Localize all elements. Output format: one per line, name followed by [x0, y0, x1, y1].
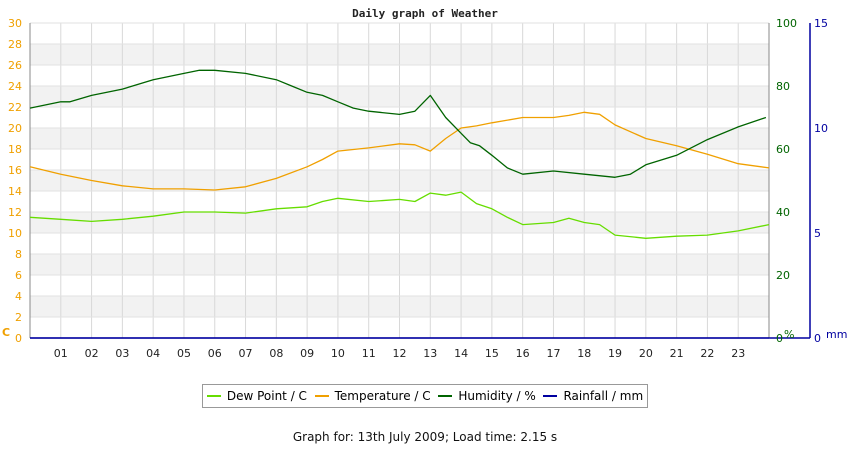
x-tick-label: 14 [454, 347, 468, 360]
humidity-tick-label: 0 [776, 332, 783, 345]
series-line [29, 111, 770, 191]
left-tick-label: 4 [15, 290, 22, 303]
humidity-unit-label: % [784, 328, 794, 341]
left-tick-label: 6 [15, 269, 22, 282]
left-tick-label: 20 [8, 122, 22, 135]
humidity-tick-label: 60 [776, 143, 790, 156]
x-tick-label: 02 [85, 347, 99, 360]
left-tick-label: 14 [8, 185, 22, 198]
legend-swatch [543, 395, 558, 397]
left-tick-label: 22 [8, 101, 22, 114]
x-tick-label: 18 [577, 347, 591, 360]
left-tick-label: 26 [8, 59, 22, 72]
legend-item: Temperature / C [314, 389, 431, 403]
legend-label: Dew Point / C [226, 389, 307, 403]
legend-label: Rainfall / mm [563, 389, 644, 403]
rain-tick-label: 0 [814, 332, 821, 345]
left-tick-label: 2 [15, 311, 22, 324]
legend-swatch [314, 395, 329, 397]
x-tick-label: 09 [300, 347, 314, 360]
series-lines [29, 69, 770, 339]
rain-tick-label: 5 [814, 227, 821, 240]
legend-item: Humidity / % [438, 389, 536, 403]
x-tick-label: 13 [423, 347, 437, 360]
rain-unit-label: mm [826, 328, 847, 341]
series-line [29, 191, 770, 239]
rain-tick-label: 10 [814, 122, 828, 135]
legend-swatch [206, 395, 221, 397]
legend-item: Rainfall / mm [543, 389, 643, 403]
x-tick-label: 16 [516, 347, 530, 360]
x-tick-label: 05 [177, 347, 191, 360]
x-tick-label: 07 [239, 347, 253, 360]
x-tick-label: 19 [608, 347, 622, 360]
legend-item: Dew Point / C [206, 389, 307, 403]
left-tick-label: 10 [8, 227, 22, 240]
x-tick-label: 06 [208, 347, 222, 360]
humidity-tick-label: 40 [776, 206, 790, 219]
x-tick-label: 17 [546, 347, 560, 360]
humidity-tick-label: 80 [776, 80, 790, 93]
left-tick-label: 18 [8, 143, 22, 156]
x-tick-label: 15 [485, 347, 499, 360]
humidity-tick-label: 100 [776, 17, 797, 30]
legend-swatch [438, 395, 453, 397]
legend: Dew Point / C Temperature / C Humidity / %… [202, 384, 648, 408]
x-tick-label: 03 [115, 347, 129, 360]
x-tick-label: 08 [269, 347, 283, 360]
x-tick-label: 10 [331, 347, 345, 360]
left-unit-label: C [2, 326, 10, 339]
rain-tick-label: 15 [814, 17, 828, 30]
left-tick-label: 28 [8, 38, 22, 51]
left-tick-label: 30 [8, 17, 22, 30]
footer-text: Graph for: 13th July 2009; Load time: 2.… [292, 430, 558, 444]
chart-title: Daily graph of Weather [352, 7, 498, 20]
humidity-tick-label: 20 [776, 269, 790, 282]
left-tick-label: 24 [8, 80, 22, 93]
legend-label: Humidity / % [458, 389, 536, 403]
series-line [29, 69, 767, 178]
x-tick-label: 21 [670, 347, 684, 360]
x-tick-label: 11 [362, 347, 376, 360]
left-tick-label: 16 [8, 164, 22, 177]
x-tick-label: 23 [731, 347, 745, 360]
x-tick-label: 12 [393, 347, 407, 360]
left-tick-label: 0 [15, 332, 22, 345]
x-tick-label: 04 [146, 347, 160, 360]
x-tick-label: 01 [54, 347, 68, 360]
legend-label: Temperature / C [334, 389, 431, 403]
x-tick-label: 22 [700, 347, 714, 360]
left-tick-label: 12 [8, 206, 22, 219]
grid-lines [30, 22, 769, 339]
x-tick-label: 20 [639, 347, 653, 360]
left-tick-label: 8 [15, 248, 22, 261]
